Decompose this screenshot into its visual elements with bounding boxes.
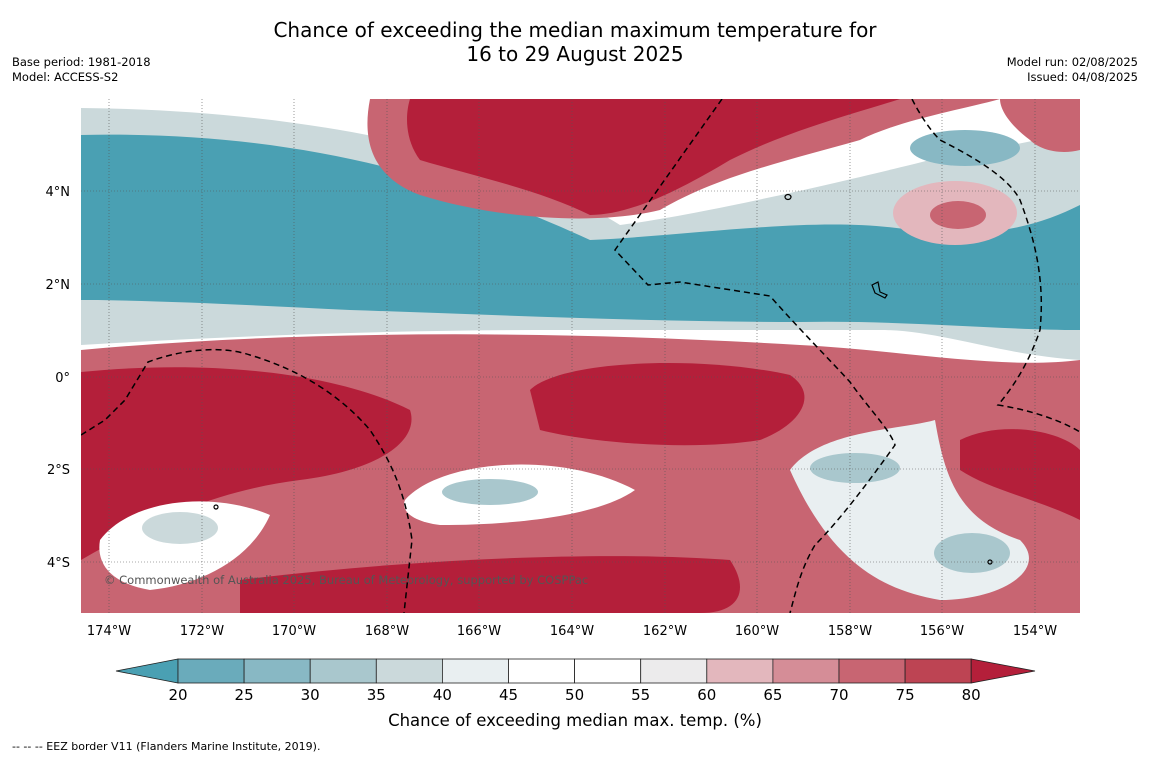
eez-footnote: -- -- -- EEZ border V11 (Flanders Marine… <box>12 740 321 753</box>
island-3 <box>213 504 219 510</box>
colorbar-tick-label: 35 <box>367 686 386 704</box>
longitude-label: 160°W <box>735 624 779 639</box>
colorbar-label: Chance of exceeding median max. temp. (%… <box>388 711 762 730</box>
colorbar-tick-label: 55 <box>631 686 650 704</box>
warm-core-south-central <box>530 363 805 446</box>
colorbar-tick-label: 75 <box>896 686 915 704</box>
colorbar-tick-label: 30 <box>301 686 320 704</box>
forecast-map: © Commonwealth of Australia 2025, Bureau… <box>46 99 1080 730</box>
colorbar-segment <box>640 658 708 684</box>
colorbar-tick-label: 70 <box>829 686 848 704</box>
colorbar-segment <box>441 658 509 684</box>
colorbar-tick-label: 50 <box>565 686 584 704</box>
colorbar-ticks: 20 25 30 35 40 45 50 55 60 65 70 75 80 <box>168 686 980 704</box>
warm-region-northeast <box>1000 99 1080 152</box>
longitude-label: 174°W <box>87 624 131 639</box>
latitude-label: 2°S <box>47 463 70 478</box>
latitude-label: 0° <box>55 371 70 386</box>
copyright-notice: © Commonwealth of Australia 2025, Bureau… <box>104 573 588 587</box>
model-info: Base period: 1981-2018 Model: ACCESS-S2 <box>12 55 151 85</box>
cool-spot-northeast <box>910 130 1020 166</box>
longitude-label: 170°W <box>272 624 316 639</box>
warm-spot-northeast-core <box>930 201 986 229</box>
model-run: Model run: 02/08/2025 <box>1006 55 1138 69</box>
island-4 <box>987 559 993 565</box>
colorbar-segment <box>574 658 642 684</box>
island-2 <box>871 281 888 299</box>
longitude-labels: 174°W 172°W 170°W 168°W 166°W 164°W 162°W 160°W… <box>87 624 1057 639</box>
longitude-label: 164°W <box>550 624 594 639</box>
colorbar: 20 25 30 35 40 45 50 55 60 65 70 75 80 Chance of exc… <box>115 658 1036 730</box>
cool-pocket-southwest <box>99 501 270 590</box>
colorbar-segment <box>243 658 311 684</box>
colorbar-segments <box>115 658 1036 684</box>
eez-border-east <box>911 99 1080 433</box>
title-line-2: 16 to 29 August 2025 <box>466 42 684 66</box>
longitude-label: 172°W <box>180 624 224 639</box>
colorbar-segment <box>706 658 774 684</box>
colorbar-tick-label: 45 <box>499 686 518 704</box>
colorbar-segment <box>177 658 245 684</box>
cool-core-southeast-2 <box>934 533 1010 573</box>
eez-borders <box>81 99 1080 613</box>
longitude-label: 162°W <box>643 624 687 639</box>
eez-border-central <box>614 99 896 613</box>
title-line-1: Chance of exceeding the median maximum t… <box>273 18 877 42</box>
latitude-label: 2°N <box>46 278 71 293</box>
warm-core-south-bottom <box>240 556 740 613</box>
probability-contours: © Commonwealth of Australia 2025, Bureau… <box>81 99 1080 613</box>
warm-core-southeast <box>960 429 1080 520</box>
colorbar-tick-label: 60 <box>697 686 716 704</box>
base-period: Base period: 1981-2018 <box>12 55 151 69</box>
longitude-label: 156°W <box>920 624 964 639</box>
run-info: Model run: 02/08/2025 Issued: 04/08/2025 <box>1007 55 1138 85</box>
colorbar-tick-label: 40 <box>433 686 452 704</box>
colorbar-segment <box>772 658 840 684</box>
latitude-labels: 4°N 2°N 0° 2°S 4°S <box>46 185 71 571</box>
islands <box>213 193 993 565</box>
issued-date: Issued: 04/08/2025 <box>1027 70 1138 84</box>
cool-core-southwest <box>142 512 218 544</box>
colorbar-tick-label: 25 <box>235 686 254 704</box>
colorbar-segment <box>838 658 906 684</box>
colorbar-tick-label: 20 <box>168 686 187 704</box>
cool-band-core <box>81 134 1080 330</box>
longitude-label: 166°W <box>457 624 501 639</box>
colorbar-segment <box>904 658 972 684</box>
island-1 <box>784 193 792 201</box>
map-title: Chance of exceeding the median maximum t… <box>0 18 1150 66</box>
colorbar-segment <box>375 658 443 684</box>
eez-border-west <box>81 348 413 613</box>
colorbar-high-extension <box>970 658 1036 684</box>
cool-core-south-central <box>442 479 538 505</box>
latitude-label: 4°S <box>47 556 70 571</box>
colorbar-tick-label: 80 <box>962 686 981 704</box>
model-name: Model: ACCESS-S2 <box>12 70 119 84</box>
longitude-label: 168°W <box>365 624 409 639</box>
colorbar-low-extension <box>115 658 179 684</box>
colorbar-segment <box>309 658 377 684</box>
longitude-label: 154°W <box>1013 624 1057 639</box>
latitude-label: 4°N <box>46 185 71 200</box>
colorbar-segment <box>508 658 575 684</box>
warm-core-north <box>407 99 900 215</box>
colorbar-tick-label: 65 <box>763 686 782 704</box>
longitude-label: 158°W <box>828 624 872 639</box>
cool-core-southeast-1 <box>810 453 900 483</box>
